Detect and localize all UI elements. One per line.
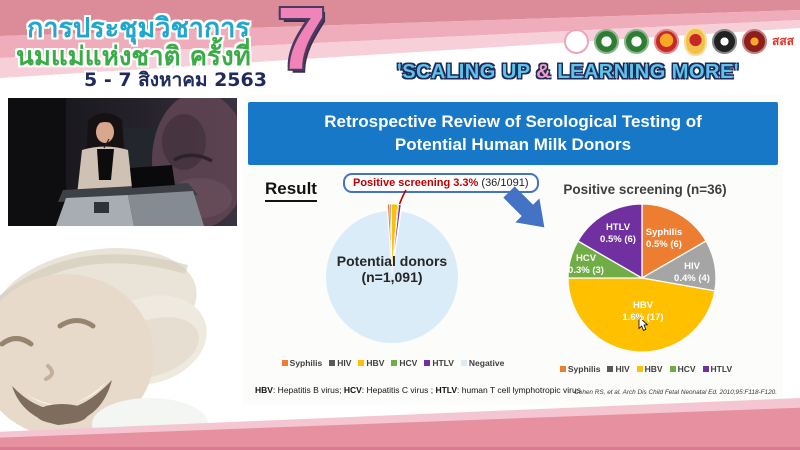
positive-screening-callout: Positive screening 3.3% (36/1091) [343,173,539,193]
conference-title-line2: นมแม่แห่งชาติ ครั้งที่ [16,42,251,72]
pie-slice-hbv [567,277,716,353]
slice-label-htlv: HTLV 0.5% (6) [600,222,636,245]
legend-item: HTLV [702,364,732,374]
slide-title-line1: Retrospective Review of Serological Test… [324,112,702,131]
potential-donors-line2: (n=1,091) [361,269,423,286]
potential-donors-line1: Potential donors [336,253,448,269]
positive-screening-pie [567,203,717,353]
public-health-seal-logo [594,29,620,54]
edition-number: 7 [277,0,326,88]
baby-photo [0,228,245,438]
potential-donors-pie [326,203,458,343]
mother-and-child-logo [564,29,590,54]
potential-donors-label: Potential donors (n=1,091) [317,253,467,285]
slide-title: Retrospective Review of Serological Test… [248,102,778,165]
slice-label-hcv: HCV 0.3% (3) [568,253,604,276]
presentation-slide: Retrospective Review of Serological Test… [243,95,783,405]
conference-slogan: 'SCALING UP & LEARNING MORE' [397,61,739,84]
charts-overlay [326,186,717,353]
arrow-icon [503,186,545,228]
legend-item: HCV [391,358,417,368]
slogan-part2: LEARNING MORE' [551,61,740,83]
reference-citation: Cohen RS, et al. Arch Dis Child Fetal Ne… [574,389,777,396]
legend-item: HTLV [424,358,454,368]
slice-label-syphilis: Syphilis 0.5% (6) [645,227,683,250]
result-heading: Result [265,179,317,202]
presenter-figure [77,113,133,195]
conference-title-line1: การประชุมวิชาการ [27,13,250,44]
legend-item: HCV [669,364,696,374]
legend-item: Syphilis [281,358,322,368]
slogan-ampersand: & [536,61,552,83]
mouse-cursor-icon [638,316,649,331]
thai-health-sss-logo: สสส [772,34,794,48]
callout-highlight: Positive screening 3.3% [353,177,479,189]
legend-item: HIV [607,364,630,374]
legend-item: Syphilis [559,364,600,374]
podium [56,165,204,226]
slogan-part1: 'SCALING UP [397,61,537,83]
pie-slice-htlv [577,203,643,279]
callout-pointer-line [398,189,407,207]
legend-item: HBV [358,358,384,368]
medical-council-seal-logo [712,29,738,54]
slide-title-line2: Potential Human Milk Donors [394,135,632,154]
organizer-logos: สสส [564,27,794,56]
slice-label-hiv: HIV 0.4% (4) [674,261,710,284]
royal-crown-emblem-logo [684,27,708,56]
slice-label-hbv: HBV 1.6% (17) [622,300,664,323]
royal-emblem-logo [654,29,680,54]
abbreviation-footnote: HBV: Hepatitis B virus; HCV: Hepatitis C… [255,385,581,395]
pie-slice-htlv [391,203,402,271]
pie-slice-syphilis [641,203,707,279]
positive-screening-title: Positive screening (n=36) [563,182,727,197]
red-round-seal-logo [742,29,768,54]
left-pie-legend: Syphilis HIV HBV HCV HTLV Negative [268,358,518,368]
conference-date: 5 - 7 สิงหาคม 2563 [84,69,267,91]
health-department-seal-logo [624,29,650,54]
legend-item: HIV [329,358,351,368]
conference-banner: การประชุมวิชาการ นมแม่แห่งชาติ ครั้งที่ … [0,0,800,95]
presenter-video [8,98,237,226]
laptop [130,165,175,188]
legend-item: HBV [636,364,663,374]
right-pie-legend: Syphilis HIV HBV HCV HTLV [541,364,751,374]
legend-item: Negative [460,358,504,368]
presenter-video-frame [8,98,237,226]
callout-detail: (36/1091) [478,177,529,189]
